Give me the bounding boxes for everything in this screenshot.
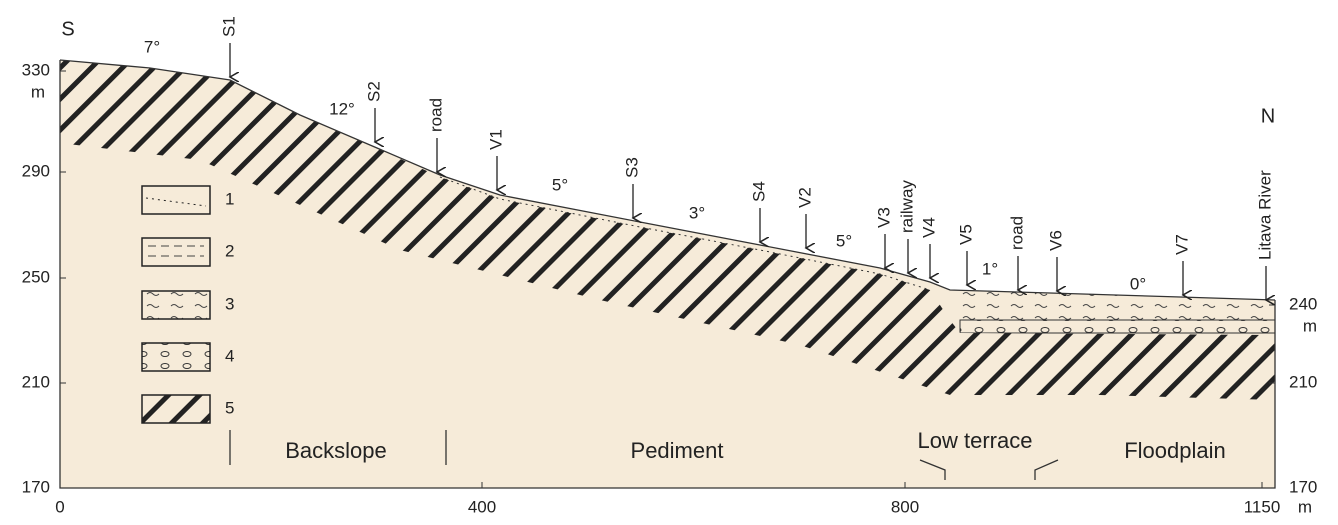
- legend-swatch: [142, 343, 210, 371]
- legend-swatch: [142, 395, 210, 423]
- site-label: road: [426, 98, 445, 132]
- legend-swatch: [142, 186, 210, 214]
- unit-label: m: [1298, 497, 1312, 516]
- slope-label: 5°: [552, 175, 568, 194]
- zone-label: Backslope: [285, 438, 387, 463]
- direction-label: S: [61, 18, 74, 40]
- y-tick-label: 170: [1289, 477, 1317, 496]
- site-label: V7: [1172, 234, 1191, 255]
- zone-label: Floodplain: [1124, 438, 1226, 463]
- legend-label: 2: [225, 241, 234, 260]
- legend-swatch: [142, 238, 210, 266]
- legend-swatch: [142, 291, 210, 319]
- gravel-layer: [960, 320, 1275, 333]
- legend-label: 5: [225, 398, 234, 417]
- site-label: V5: [956, 224, 975, 245]
- slope-label: 7°: [144, 37, 160, 56]
- zone-label: Low terrace: [918, 428, 1033, 453]
- y-tick-label: 210: [1289, 372, 1317, 391]
- site-label: road: [1007, 216, 1026, 250]
- site-label: Litava River: [1255, 170, 1274, 260]
- site-label: V6: [1046, 230, 1065, 251]
- unit-label: m: [31, 82, 45, 101]
- site-label: S3: [622, 157, 641, 178]
- site-label: V1: [486, 129, 505, 150]
- cross-section: 330290250210170m240210170m04008001150mSN…: [0, 0, 1338, 520]
- x-tick-label: 400: [468, 497, 496, 516]
- direction-label: N: [1261, 105, 1275, 127]
- x-tick-label: 0: [55, 497, 64, 516]
- slope-label: 0°: [1130, 274, 1146, 293]
- slope-label: 1°: [982, 259, 998, 278]
- x-tick-label: 800: [891, 497, 919, 516]
- y-tick-label: 210: [22, 372, 50, 391]
- legend-label: 3: [225, 294, 234, 313]
- y-tick-label: 170: [22, 477, 50, 496]
- legend-label: 4: [225, 346, 234, 365]
- slope-label: 3°: [689, 203, 705, 222]
- site-label: S4: [749, 181, 768, 202]
- legend-label: 1: [225, 189, 234, 208]
- unit-label: m: [1303, 316, 1317, 335]
- site-label: S2: [364, 81, 383, 102]
- site-label: V2: [795, 187, 814, 208]
- site-label: V4: [919, 217, 938, 238]
- y-tick-label: 330: [22, 60, 50, 79]
- site-label: V3: [874, 207, 893, 228]
- site-label: railway: [897, 180, 916, 233]
- slope-label: 5°: [836, 231, 852, 250]
- slope-label: 12°: [329, 99, 355, 118]
- y-tick-label: 290: [22, 161, 50, 180]
- x-tick-label: 1150: [1244, 497, 1281, 516]
- y-tick-label: 250: [22, 267, 50, 286]
- y-tick-label: 240: [1289, 294, 1317, 313]
- zone-label: Pediment: [631, 438, 724, 463]
- site-label: S1: [219, 16, 238, 37]
